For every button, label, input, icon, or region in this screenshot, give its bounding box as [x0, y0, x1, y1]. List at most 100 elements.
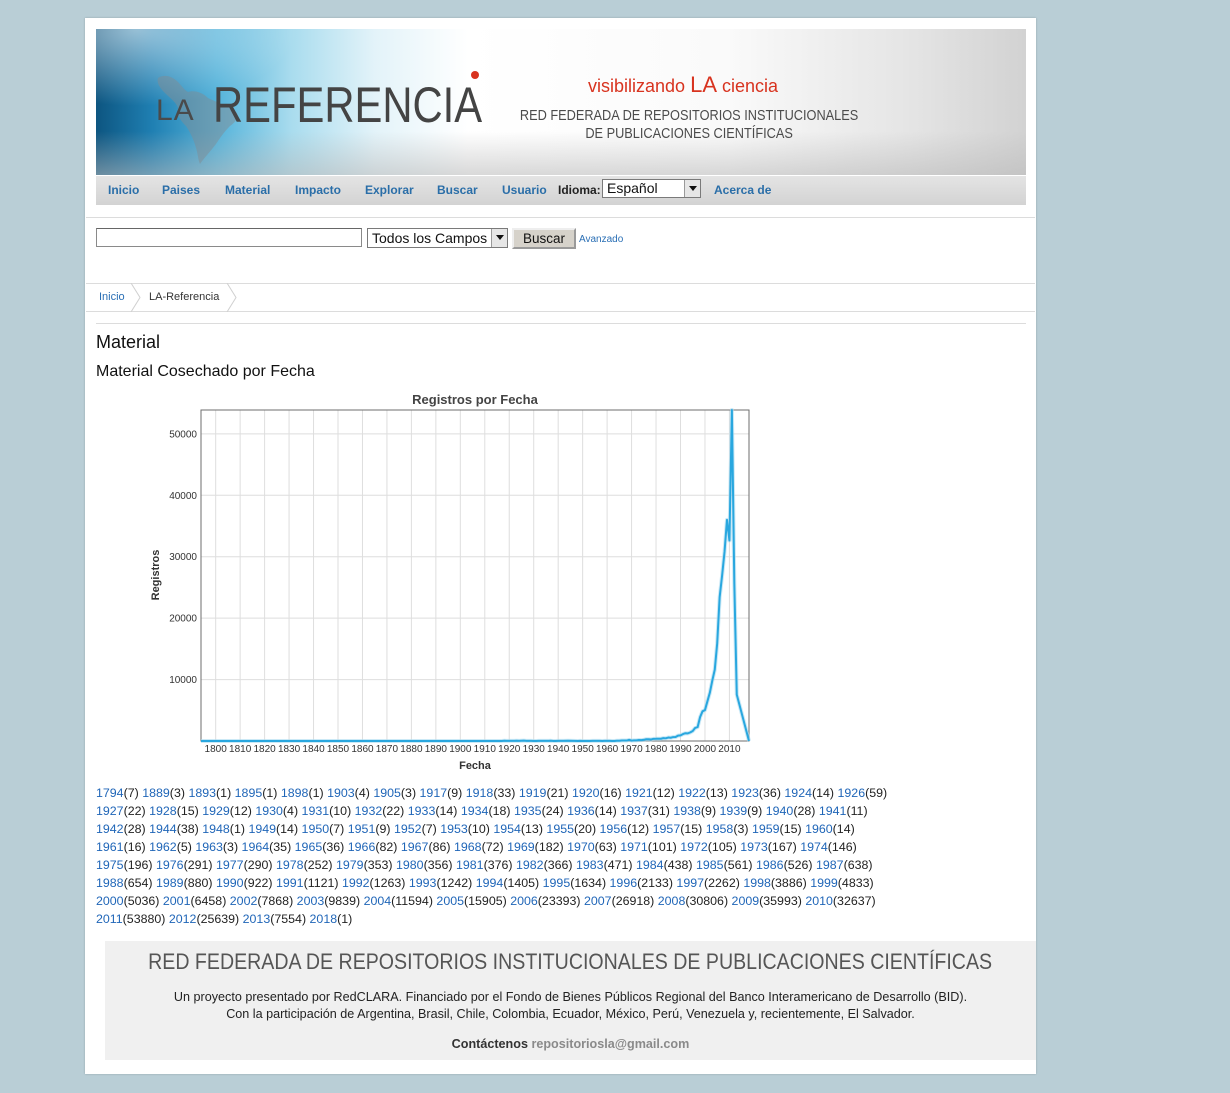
year-link[interactable]: 1954 — [493, 822, 521, 836]
year-link[interactable]: 1970 — [567, 840, 595, 854]
year-link[interactable]: 2008 — [657, 894, 686, 908]
contact-email-link[interactable]: repositoriosla@gmail.com — [531, 1037, 690, 1051]
year-link[interactable]: 1940 — [765, 804, 794, 818]
year-link[interactable]: 1920 — [571, 786, 600, 800]
year-link[interactable]: 1962 — [149, 840, 177, 854]
year-link[interactable]: 1937 — [620, 804, 648, 818]
year-link[interactable]: 1957 — [652, 822, 681, 836]
search-field-select[interactable]: Todos los Campos — [367, 228, 508, 248]
year-link[interactable]: 1936 — [567, 804, 595, 818]
year-link[interactable]: 1953 — [440, 822, 468, 836]
year-link[interactable]: 1893 — [188, 786, 217, 800]
year-link[interactable]: 1985 — [696, 858, 724, 872]
year-link[interactable]: 1950 — [301, 822, 330, 836]
year-link[interactable]: 1932 — [354, 804, 383, 818]
year-link[interactable]: 1999 — [810, 876, 838, 890]
year-link[interactable]: 1895 — [234, 786, 263, 800]
year-link[interactable]: 1942 — [96, 822, 124, 836]
year-link[interactable]: 1991 — [276, 876, 304, 890]
year-link[interactable]: 1956 — [599, 822, 628, 836]
year-link[interactable]: 1898 — [280, 786, 309, 800]
year-link[interactable]: 1968 — [453, 840, 482, 854]
year-link[interactable]: 1972 — [680, 840, 708, 854]
year-link[interactable]: 1948 — [202, 822, 230, 836]
year-link[interactable]: 1928 — [149, 804, 177, 818]
year-link[interactable]: 2018 — [309, 912, 338, 926]
year-link[interactable]: 1974 — [800, 840, 828, 854]
search-input[interactable] — [96, 228, 362, 247]
year-link[interactable]: 1961 — [96, 840, 124, 854]
year-link[interactable]: 1980 — [396, 858, 424, 872]
breadcrumb-inicio[interactable]: Inicio — [99, 291, 125, 303]
nav-paises[interactable]: Paises — [162, 183, 201, 197]
year-link[interactable]: 1969 — [507, 840, 535, 854]
year-link[interactable]: 2004 — [363, 894, 392, 908]
year-link[interactable]: 2002 — [229, 894, 258, 908]
year-link[interactable]: 1794 — [96, 786, 124, 800]
year-link[interactable]: 1986 — [756, 858, 784, 872]
nav-material[interactable]: Material — [225, 183, 271, 197]
year-link[interactable]: 1995 — [542, 876, 571, 890]
year-link[interactable]: 1935 — [513, 804, 542, 818]
year-link[interactable]: 1939 — [719, 804, 748, 818]
language-select[interactable]: Español — [602, 179, 701, 198]
year-link[interactable]: 2012 — [168, 912, 197, 926]
year-link[interactable]: 1926 — [837, 786, 866, 800]
year-link[interactable]: 1989 — [156, 876, 184, 890]
nav-explorar[interactable]: Explorar — [365, 183, 414, 197]
year-link[interactable]: 1966 — [347, 840, 376, 854]
year-link[interactable]: 1976 — [156, 858, 184, 872]
year-link[interactable]: 2001 — [162, 894, 191, 908]
year-link[interactable]: 1975 — [96, 858, 124, 872]
nav-inicio[interactable]: Inicio — [108, 183, 140, 197]
year-link[interactable]: 1996 — [609, 876, 638, 890]
year-link[interactable]: 1930 — [255, 804, 283, 818]
year-link[interactable]: 1944 — [149, 822, 177, 836]
year-link[interactable]: 1971 — [620, 840, 648, 854]
year-link[interactable]: 2000 — [96, 894, 124, 908]
chevron-down-icon[interactable] — [491, 229, 507, 247]
year-link[interactable]: 1938 — [673, 804, 701, 818]
year-link[interactable]: 1941 — [818, 804, 847, 818]
year-link[interactable]: 1964 — [241, 840, 270, 854]
year-link[interactable]: 1918 — [465, 786, 494, 800]
year-link[interactable]: 1889 — [142, 786, 170, 800]
year-link[interactable]: 1923 — [731, 786, 759, 800]
year-link[interactable]: 1967 — [400, 840, 429, 854]
year-link[interactable]: 1993 — [408, 876, 437, 890]
year-link[interactable]: 2006 — [510, 894, 538, 908]
year-link[interactable]: 1988 — [96, 876, 124, 890]
year-link[interactable]: 1958 — [705, 822, 734, 836]
year-link[interactable]: 1917 — [419, 786, 448, 800]
year-link[interactable]: 1934 — [460, 804, 489, 818]
year-link[interactable]: 1927 — [96, 804, 124, 818]
year-link[interactable]: 1924 — [784, 786, 812, 800]
advanced-search-link[interactable]: Avanzado — [579, 234, 624, 245]
year-link[interactable]: 1983 — [576, 858, 604, 872]
nav-acerca-de[interactable]: Acerca de — [714, 183, 772, 197]
nav-buscar[interactable]: Buscar — [437, 183, 478, 197]
year-link[interactable]: 2009 — [731, 894, 760, 908]
year-link[interactable]: 1987 — [816, 858, 844, 872]
year-link[interactable]: 1977 — [216, 858, 244, 872]
nav-impacto[interactable]: Impacto — [295, 183, 342, 197]
year-link[interactable]: 1992 — [341, 876, 370, 890]
year-link[interactable]: 1952 — [393, 822, 422, 836]
year-link[interactable]: 2013 — [242, 912, 271, 926]
year-link[interactable]: 1994 — [475, 876, 504, 890]
year-link[interactable]: 1979 — [336, 858, 364, 872]
year-link[interactable]: 1978 — [276, 858, 304, 872]
year-link[interactable]: 1921 — [625, 786, 653, 800]
year-link[interactable]: 1949 — [248, 822, 277, 836]
year-link[interactable]: 1981 — [456, 858, 484, 872]
year-link[interactable]: 1998 — [743, 876, 771, 890]
year-link[interactable]: 1973 — [740, 840, 768, 854]
year-link[interactable]: 1955 — [546, 822, 574, 836]
year-link[interactable]: 1959 — [751, 822, 780, 836]
year-link[interactable]: 1951 — [347, 822, 376, 836]
year-link[interactable]: 1931 — [301, 804, 330, 818]
year-link[interactable]: 1929 — [202, 804, 230, 818]
year-link[interactable]: 2007 — [583, 894, 612, 908]
year-link[interactable]: 1965 — [294, 840, 323, 854]
year-link[interactable]: 1922 — [678, 786, 706, 800]
